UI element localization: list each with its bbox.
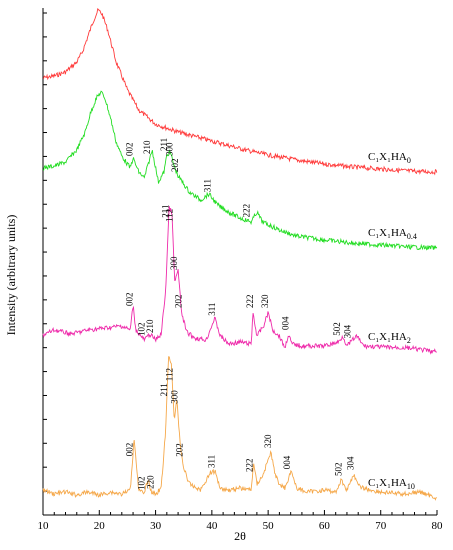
peak-label: 002 xyxy=(125,443,135,457)
peak-label: 004 xyxy=(280,316,290,330)
peak-label: 311 xyxy=(203,179,213,192)
peak-label: 210 xyxy=(145,319,155,333)
peak-label: 222 xyxy=(242,204,252,218)
peak-label: 222 xyxy=(244,459,254,473)
series-name: C₁X₁HA0.4 xyxy=(368,227,417,241)
peak-label: 102 xyxy=(136,323,146,337)
series-name-sub: 0.4 xyxy=(407,232,417,241)
peak-label: 002 xyxy=(125,293,135,307)
peak-label: 320 xyxy=(263,434,273,448)
series-name-sub: 2 xyxy=(407,336,411,345)
series-layer xyxy=(42,8,438,501)
peak-label: 112 xyxy=(165,368,175,381)
peak-label: 220 xyxy=(145,475,155,489)
x-tick-label: 80 xyxy=(432,520,444,532)
peak-label: 311 xyxy=(207,455,217,468)
x-tick-label: 60 xyxy=(319,520,331,532)
series-name-sub: 0 xyxy=(407,156,411,165)
x-tick-label: 40 xyxy=(206,520,218,532)
x-tick-label: 20 xyxy=(94,520,106,532)
peak-label: 112 xyxy=(165,209,175,222)
peak-label: 002 xyxy=(125,143,135,157)
series-name-main: C₁X₁HA xyxy=(368,331,407,343)
series-line xyxy=(42,8,438,176)
x-tick-label: 70 xyxy=(375,520,387,532)
series-line xyxy=(42,206,437,355)
series-name: C₁X₁HA10 xyxy=(368,477,415,491)
peak-label: 222 xyxy=(245,295,255,309)
peak-label: 320 xyxy=(260,294,270,308)
series-line xyxy=(42,90,438,251)
axes: 10 20 30 40 50 60 70 80 xyxy=(38,8,444,532)
peak-label: 300 xyxy=(165,142,175,156)
peak-label: 502 xyxy=(332,322,342,336)
series-name-main: C₁X₁HA xyxy=(368,477,407,489)
peak-label: 311 xyxy=(207,303,217,316)
peak-label: 300 xyxy=(169,256,179,270)
x-tick-label: 30 xyxy=(150,520,162,532)
peak-label: 211 xyxy=(159,383,169,396)
x-tick-label: 10 xyxy=(38,520,50,532)
x-tick-label: 50 xyxy=(263,520,275,532)
peak-label: 304 xyxy=(342,324,352,338)
peak-label: 202 xyxy=(174,295,184,309)
x-axis-title: 2θ xyxy=(234,529,246,543)
peak-label: 502 xyxy=(333,463,343,477)
series-line xyxy=(42,356,437,501)
series-name-main: C₁X₁HA xyxy=(368,227,407,239)
y-axis-title: Intensity (arbitrary units) xyxy=(4,215,18,336)
peak-label: 102 xyxy=(136,477,146,491)
peak-label: 300 xyxy=(170,390,180,404)
peak-label: 202 xyxy=(170,159,180,173)
series-name: C₁X₁HA0 xyxy=(368,151,411,165)
peak-label: 211 xyxy=(161,205,171,218)
series-name: C₁X₁HA2 xyxy=(368,331,411,345)
peak-labels: 002 210 2113002023112220021022102111123002… xyxy=(125,138,356,490)
peak-label: 210 xyxy=(142,140,152,154)
peak-label: 304 xyxy=(346,456,356,470)
series-name-main: C₁X₁HA xyxy=(368,151,407,163)
peak-label: 211 xyxy=(159,138,169,151)
peak-label: 004 xyxy=(282,455,292,469)
peak-label: 202 xyxy=(175,443,185,457)
series-name-sub: 10 xyxy=(407,482,415,491)
